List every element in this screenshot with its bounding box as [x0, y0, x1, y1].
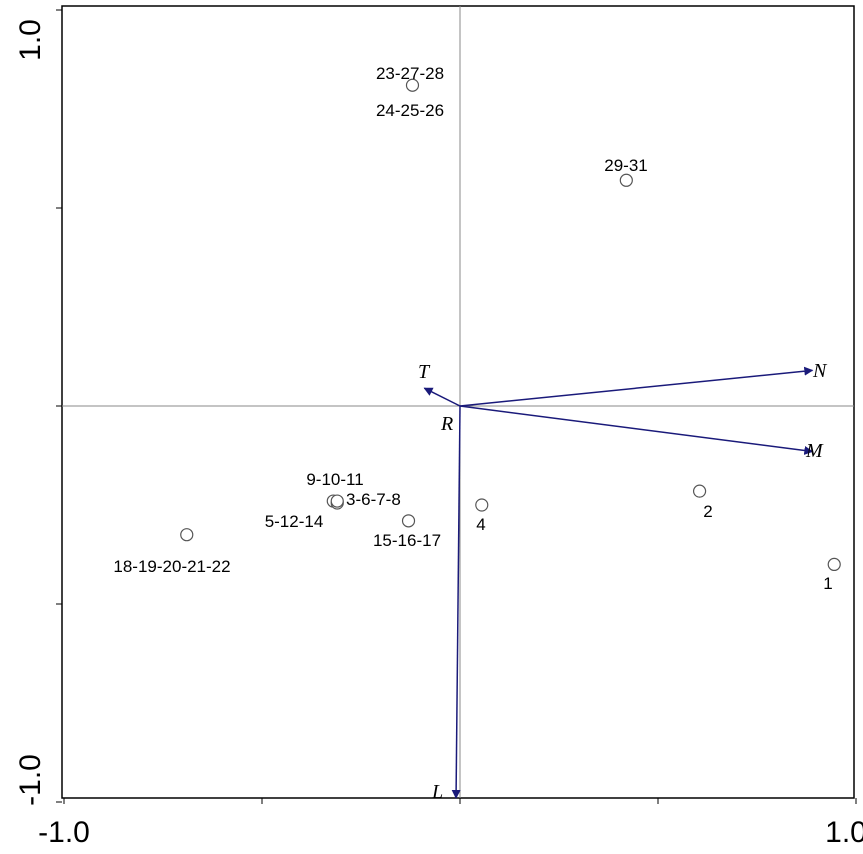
data-point	[692, 484, 707, 498]
point-label-9-10-11: 9-10-11	[306, 470, 363, 489]
x-tick-label-pos: 1.0	[825, 816, 863, 849]
vector-label-M: M	[805, 440, 824, 462]
x-tick-label-neg: -1.0	[38, 816, 90, 849]
data-point	[827, 557, 841, 572]
point-label-24-25-26: 24-25-26	[376, 101, 444, 120]
data-point	[405, 78, 420, 92]
vector-label-N: N	[812, 360, 828, 382]
tick-marks	[56, 9, 857, 804]
y-tick-label-pos: 1.0	[14, 19, 47, 61]
data-point	[401, 514, 416, 528]
vector-label-L: L	[431, 781, 443, 803]
data-point	[475, 498, 489, 512]
point-label-2: 2	[703, 502, 712, 521]
vector-arrow-L	[451, 405, 461, 799]
point-label-4: 4	[476, 515, 485, 534]
data-point	[619, 173, 633, 187]
point-label-15-16-17: 15-16-17	[373, 531, 441, 550]
plot-frame	[61, 5, 855, 799]
point-label-1: 1	[823, 574, 832, 593]
y-tick-label-neg: -1.0	[14, 754, 47, 806]
vector-label-R: R	[440, 413, 453, 435]
point-label-3-6-7-8: 3-6-7-8	[346, 490, 401, 509]
point-label-23-27-28: 23-27-28	[376, 64, 444, 83]
data-point	[180, 528, 194, 542]
vector-label-T: T	[418, 361, 431, 383]
point-label-5-12-14: 5-12-14	[265, 512, 324, 531]
point-label-18-19-20-21-22: 18-19-20-21-22	[113, 557, 230, 576]
vector-arrow-M	[459, 405, 814, 455]
point-label-29-31: 29-31	[604, 156, 647, 175]
points	[180, 78, 841, 572]
vector-arrow-T	[423, 387, 461, 407]
data-point	[330, 494, 344, 508]
vectors	[423, 366, 814, 799]
vector-arrow-N	[459, 366, 814, 407]
